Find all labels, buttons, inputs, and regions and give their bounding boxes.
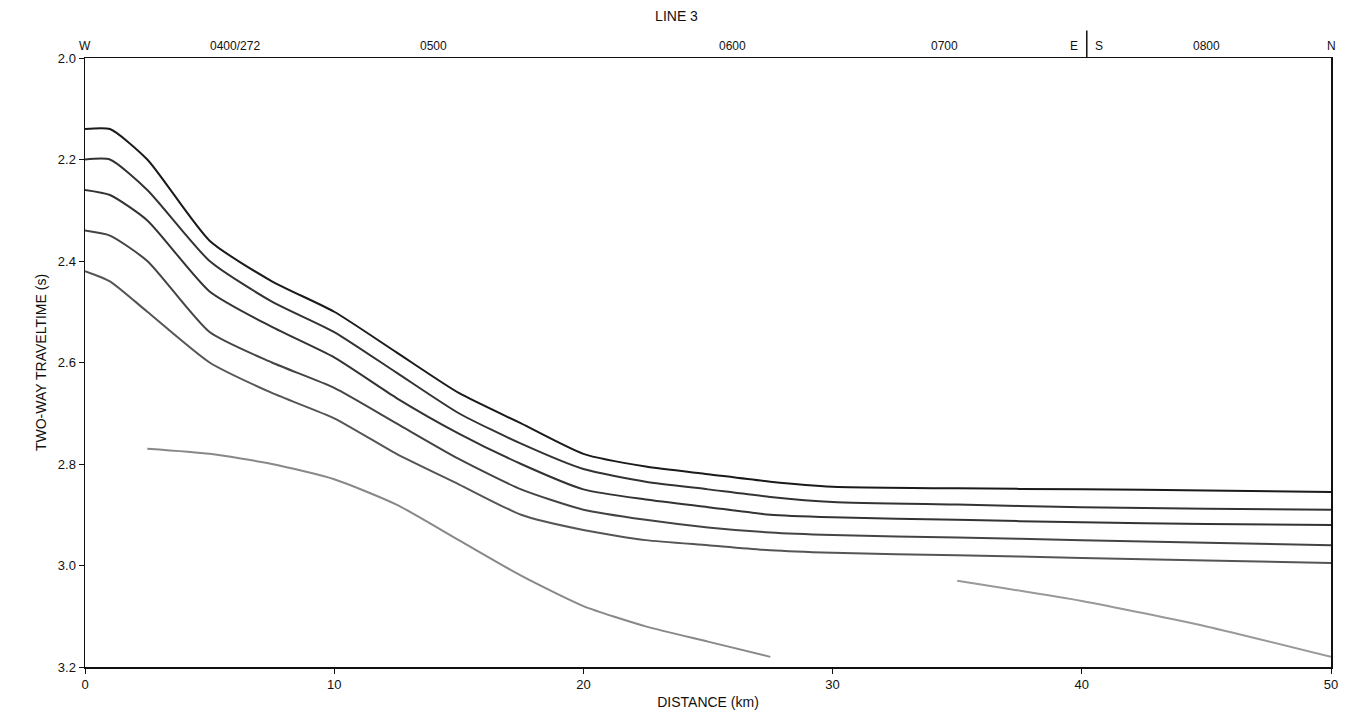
svg-text:2.8: 2.8 [58, 457, 76, 472]
svg-text:DISTANCE (km): DISTANCE (km) [657, 694, 759, 710]
svg-text:W: W [79, 39, 91, 53]
svg-text:2.0: 2.0 [58, 51, 76, 66]
svg-text:40: 40 [1075, 677, 1089, 692]
svg-text:3.0: 3.0 [58, 558, 76, 573]
svg-text:0400/272: 0400/272 [210, 39, 260, 53]
svg-text:2.2: 2.2 [58, 152, 76, 167]
svg-text:LINE 3: LINE 3 [655, 8, 698, 24]
svg-text:10: 10 [327, 677, 341, 692]
svg-text:0700: 0700 [931, 39, 958, 53]
svg-text:3.2: 3.2 [58, 660, 76, 675]
svg-text:0600: 0600 [719, 39, 746, 53]
svg-text:0800: 0800 [1193, 39, 1220, 53]
svg-text:2.6: 2.6 [58, 355, 76, 370]
svg-text:50: 50 [1324, 677, 1338, 692]
svg-text:30: 30 [825, 677, 839, 692]
svg-text:0500: 0500 [420, 39, 447, 53]
svg-text:S: S [1095, 39, 1103, 53]
svg-text:0: 0 [81, 677, 88, 692]
svg-text:20: 20 [576, 677, 590, 692]
svg-text:N: N [1327, 39, 1336, 53]
svg-text:E: E [1070, 39, 1078, 53]
svg-text:2.4: 2.4 [58, 254, 76, 269]
svg-text:TWO-WAY TRAVELTIME (s): TWO-WAY TRAVELTIME (s) [33, 274, 49, 451]
